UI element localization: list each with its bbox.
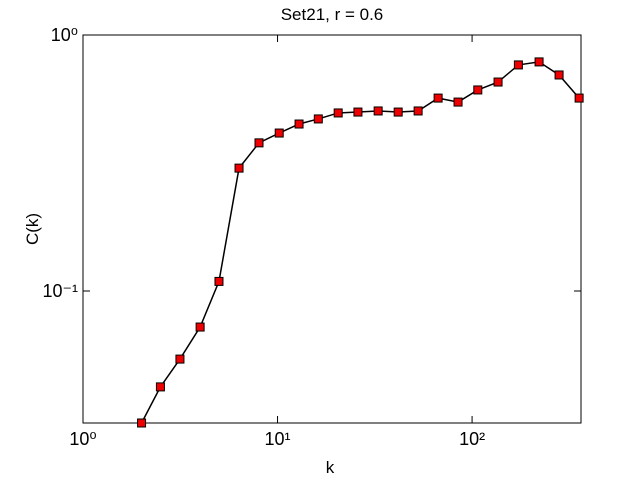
- data-marker: [353, 107, 363, 117]
- data-marker: [155, 382, 165, 392]
- plot-frame: [82, 34, 582, 424]
- data-marker: [513, 60, 523, 70]
- x-axis-label: k: [326, 458, 335, 477]
- data-marker: [554, 70, 564, 80]
- data-marker: [574, 93, 584, 103]
- data-marker: [413, 106, 423, 116]
- x-tick-label: 10⁰: [69, 429, 96, 449]
- data-marker: [493, 77, 503, 87]
- data-marker: [254, 138, 264, 148]
- data-marker: [137, 418, 147, 428]
- data-marker: [373, 106, 383, 116]
- data-marker: [333, 108, 343, 118]
- chart-title: Set21, r = 0.6: [281, 5, 384, 24]
- data-marker: [294, 119, 304, 129]
- data-marker: [195, 322, 205, 332]
- data-marker: [274, 128, 284, 138]
- y-axis-label: C(k): [23, 213, 42, 245]
- data-marker: [234, 163, 244, 173]
- x-tick-label: 10²: [459, 429, 485, 449]
- data-marker: [214, 276, 224, 286]
- data-marker: [473, 85, 483, 95]
- data-marker: [313, 114, 323, 124]
- data-marker: [175, 354, 185, 364]
- data-marker: [534, 57, 544, 67]
- data-marker: [393, 107, 403, 117]
- y-tick-label: 10⁻¹: [42, 281, 78, 301]
- x-tick-label: 10¹: [265, 429, 291, 449]
- data-marker: [453, 97, 463, 107]
- y-tick-label: 10⁰: [51, 25, 78, 45]
- data-marker: [433, 93, 443, 103]
